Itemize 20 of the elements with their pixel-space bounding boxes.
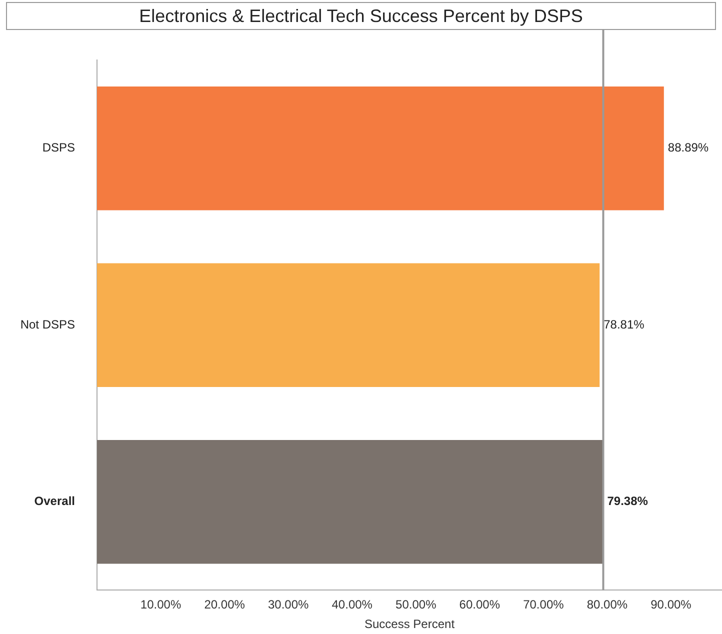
bar <box>97 263 600 387</box>
data-label: 79.38% <box>607 494 648 508</box>
x-axis-title: Success Percent <box>364 617 456 632</box>
y-tick-label: Overall <box>34 494 75 508</box>
data-label: 78.81% <box>604 317 645 332</box>
x-tick-label: 90.00% <box>650 598 692 612</box>
data-label: 88.89% <box>668 140 709 155</box>
x-tick-label: 20.00% <box>204 598 246 612</box>
y-tick-label: DSPS <box>42 140 75 155</box>
x-tick-label: 40.00% <box>332 598 373 612</box>
x-tick-label: 50.00% <box>396 598 437 612</box>
chart-title: Electronics & Electrical Tech Success Percent by DSPS <box>6 2 716 30</box>
y-tick-label: Not DSPS <box>20 317 75 332</box>
x-tick-label: 30.00% <box>268 598 310 612</box>
x-tick-label: 70.00% <box>523 598 564 612</box>
bar <box>97 86 664 210</box>
x-tick-label: 10.00% <box>140 598 182 612</box>
x-tick-label: 60.00% <box>459 598 500 612</box>
x-tick-label: 80.00% <box>586 598 628 612</box>
bar <box>97 440 604 564</box>
